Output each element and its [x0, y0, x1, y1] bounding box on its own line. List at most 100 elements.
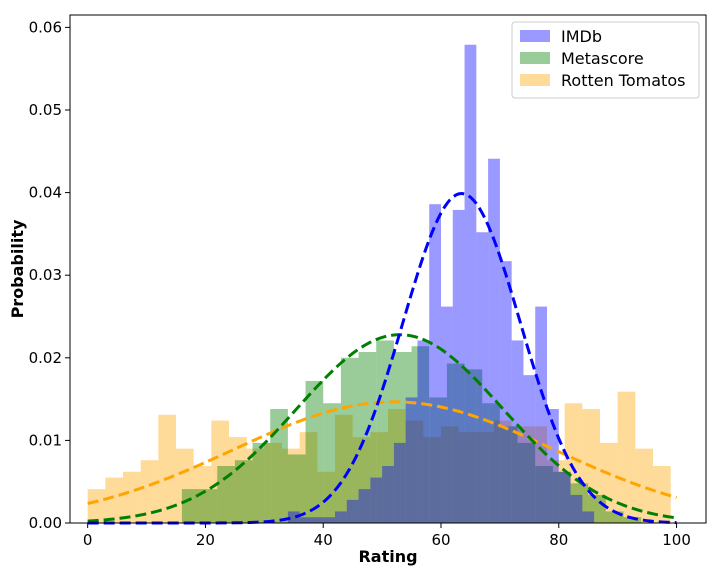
histogram-bar [600, 442, 618, 523]
x-tick-label: 60 [431, 531, 450, 549]
histogram-bar [299, 517, 312, 523]
histogram-bar [441, 306, 453, 523]
histogram-bar [158, 414, 176, 523]
histogram-bar [229, 437, 247, 523]
histogram-bar [140, 460, 159, 523]
histogram-bar [523, 375, 536, 523]
histogram-bar [405, 420, 424, 523]
legend-entry-label: IMDb [561, 27, 602, 46]
fit-curve-0 [87, 400, 677, 505]
histogram-bar [547, 409, 559, 523]
histogram-bar [287, 511, 300, 523]
y-tick-label: 0.03 [29, 266, 62, 284]
histogram-bar [87, 489, 106, 523]
histogram-bar [635, 448, 653, 523]
histogram-bar [552, 471, 571, 523]
histogram-bar [476, 432, 494, 523]
histogram-bar [499, 426, 518, 523]
histogram-bar [482, 403, 500, 523]
histogram-bar [346, 499, 359, 523]
legend-entry-label: Rotten Tomatos [561, 71, 685, 90]
y-tick-label: 0.05 [29, 101, 62, 119]
histogram-bar [452, 209, 465, 524]
histogram-bar [623, 517, 642, 523]
histogram-bar [246, 448, 265, 523]
axes-frame [69, 14, 707, 524]
histogram-bar [464, 44, 477, 524]
histogram-bar [270, 409, 288, 523]
histogram-bar [511, 426, 530, 523]
histogram-bar [547, 460, 565, 523]
x-tick-label: 80 [549, 531, 568, 549]
x-tick-label: 20 [196, 531, 215, 549]
histogram-bar [535, 306, 547, 523]
x-axis-label: Rating [358, 547, 417, 566]
histogram-bar [405, 397, 418, 523]
histogram-bar [317, 471, 335, 523]
histogram-bar [441, 426, 459, 523]
histogram-bar [105, 477, 123, 523]
fit-curve-1 [87, 333, 677, 523]
y-tick-label: 0.01 [29, 431, 62, 449]
histogram-bar [323, 517, 335, 523]
histogram-bar [617, 391, 636, 523]
x-tick-label: 40 [314, 531, 333, 549]
histogram-bar [446, 363, 465, 523]
histogram-bar [199, 489, 218, 523]
histogram-bar [558, 471, 571, 523]
y-tick-label: 0.04 [29, 184, 62, 202]
histogram-bar [411, 346, 430, 523]
histogram-bar [458, 432, 477, 523]
legend-box [511, 21, 700, 99]
series-bars-1 [181, 340, 642, 523]
histogram-bar [299, 432, 318, 523]
histogram-bar [582, 511, 595, 523]
histogram-bar [376, 340, 394, 523]
histogram-bar [252, 442, 271, 523]
histogram-bar [282, 448, 300, 523]
axes: 0 20 40 60 80 100 0.00 0.01 0.02 0.03 0.04 0.05 0.06 [29, 14, 707, 549]
x-tick-label: 0 [83, 531, 93, 549]
y-tick-label: 0.02 [29, 349, 62, 367]
histogram-bar [305, 380, 324, 523]
histogram-bar [393, 352, 412, 523]
y-axis-label: Probability [8, 219, 27, 318]
plot-area [87, 44, 677, 525]
histogram-bar [211, 420, 229, 523]
histogram-bar [311, 517, 324, 523]
histogram-bar [234, 460, 253, 523]
histogram-bar [570, 494, 583, 523]
histogram-bar [352, 437, 371, 523]
histogram-bar [217, 466, 235, 523]
histogram-bar [393, 442, 406, 523]
histogram-bar [264, 442, 282, 523]
histogram-bar [340, 357, 359, 523]
y-tick-label: 0.00 [29, 514, 62, 532]
x-tick-label: 100 [662, 531, 691, 549]
histogram-bar [388, 409, 406, 523]
histogram-bar [605, 511, 624, 523]
histogram-bar [423, 437, 441, 523]
histogram-bar [335, 414, 353, 523]
histogram-bar [535, 466, 553, 523]
legend: IMDb Metascore Rotten Tomatos [511, 21, 700, 99]
histogram-bar [417, 340, 430, 523]
histogram-bar [358, 352, 377, 523]
histogram-bar [494, 420, 512, 523]
histogram-bar [564, 403, 583, 523]
histogram-bar [287, 454, 306, 523]
histogram-bar [570, 483, 589, 523]
histogram-bar [181, 489, 200, 523]
histogram-bar [323, 403, 341, 523]
histogram-bar [335, 511, 347, 523]
legend-swatch [520, 30, 550, 42]
legend-swatch [520, 52, 550, 64]
histogram-bar [464, 369, 483, 523]
histogram-bar [517, 442, 536, 523]
histogram-bar [358, 489, 371, 523]
histogram-bar [123, 471, 141, 523]
histogram-bar [176, 448, 194, 523]
legend-swatch [520, 74, 550, 86]
histogram-bar [499, 261, 512, 523]
